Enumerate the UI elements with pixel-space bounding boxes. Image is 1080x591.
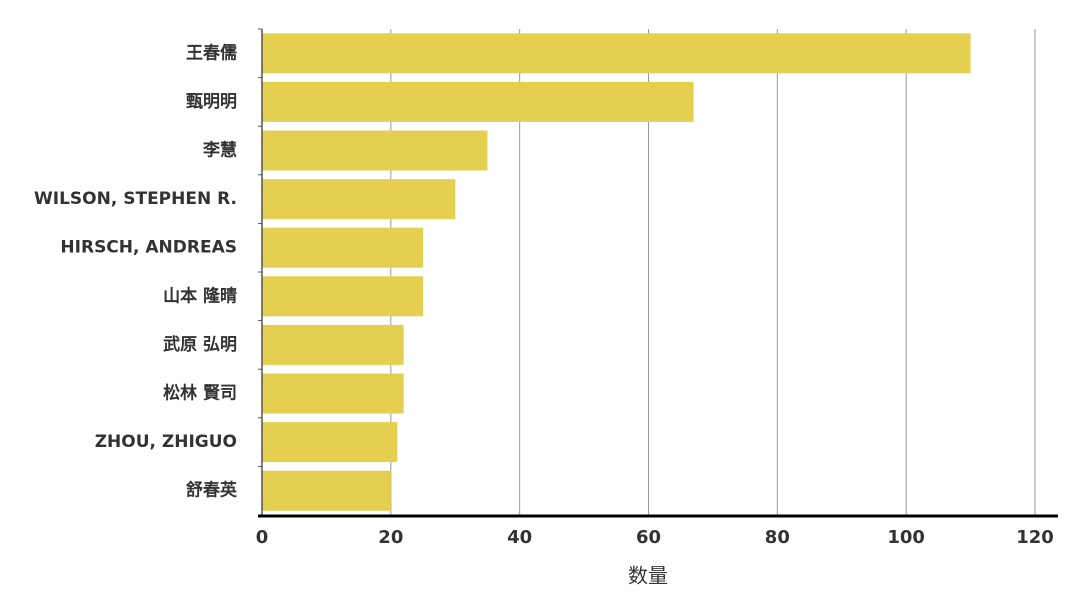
bar <box>262 373 404 414</box>
x-axis-label: 数量 <box>628 564 668 588</box>
x-tick-label: 60 <box>636 527 661 548</box>
bar <box>262 422 398 463</box>
y-tick-label: 甄明明 <box>186 92 237 112</box>
y-tick-label: WILSON, STEPHEN R. <box>34 189 237 209</box>
bar <box>262 276 424 317</box>
y-tick-label: 武原 弘明 <box>163 334 237 355</box>
bar <box>262 324 404 365</box>
x-tick-label: 100 <box>887 527 925 548</box>
y-tick-label: 舒春英 <box>186 480 238 501</box>
bar <box>262 33 971 74</box>
x-tick-label: 80 <box>765 527 790 548</box>
bar <box>262 470 391 511</box>
y-tick-label: 李慧 <box>203 140 237 161</box>
bar <box>262 130 488 171</box>
x-tick-label: 40 <box>507 527 532 548</box>
x-tick-label: 120 <box>1016 527 1054 548</box>
bar <box>262 227 424 268</box>
x-tick-label: 0 <box>256 527 269 548</box>
bar <box>262 81 694 122</box>
y-tick-label: ZHOU, ZHIGUO <box>95 432 237 452</box>
bar <box>262 179 456 220</box>
y-tick-label: 松林 賢司 <box>163 383 237 404</box>
x-tick-label: 20 <box>378 527 403 548</box>
y-tick-label: 王春儒 <box>186 42 237 63</box>
y-tick-label: 山本 隆晴 <box>163 285 237 306</box>
y-tick-label: HIRSCH, ANDREAS <box>60 238 237 258</box>
